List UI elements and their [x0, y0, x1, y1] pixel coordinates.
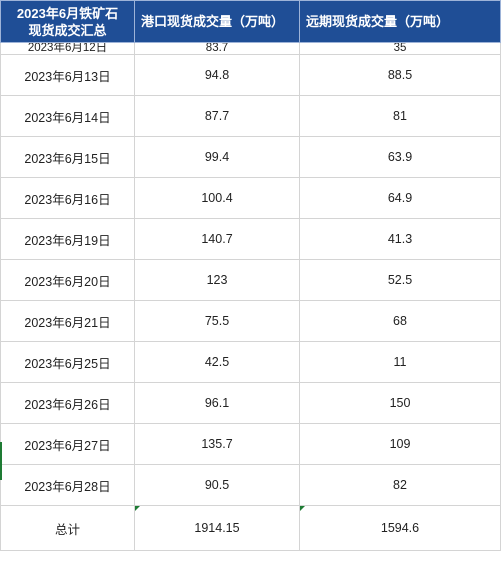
- date-cell[interactable]: 2023年6月19日: [0, 218, 135, 260]
- iron-ore-spot-summary-table: 2023年6月铁矿石 现货成交汇总 港口现货成交量（万吨） 远期现货成交量（万吨…: [0, 0, 501, 551]
- date-cell[interactable]: 2023年6月21日: [0, 300, 135, 342]
- date-cell[interactable]: 2023年6月13日: [0, 54, 135, 96]
- forward-volume-cell[interactable]: 11: [299, 341, 501, 383]
- port-volume-cell[interactable]: 83.7: [134, 42, 300, 55]
- table-row: 2023年6月14日 87.7 81: [0, 95, 501, 137]
- forward-volume-cell[interactable]: 150: [299, 382, 501, 424]
- date-cell[interactable]: 2023年6月15日: [0, 136, 135, 178]
- date-cell[interactable]: 2023年6月14日: [0, 95, 135, 137]
- formula-error-marker-icon: [135, 506, 140, 511]
- port-volume-cell[interactable]: 100.4: [134, 177, 300, 219]
- forward-volume-cell[interactable]: 68: [299, 300, 501, 342]
- date-cell[interactable]: 2023年6月26日: [0, 382, 135, 424]
- table-row: 2023年6月12日 83.7 35: [0, 42, 501, 55]
- forward-volume-cell[interactable]: 88.5: [299, 54, 501, 96]
- table-row: 2023年6月20日 123 52.5: [0, 259, 501, 301]
- forward-volume-cell[interactable]: 63.9: [299, 136, 501, 178]
- port-volume-cell[interactable]: 135.7: [134, 423, 300, 465]
- table-row: 2023年6月13日 94.8 88.5: [0, 54, 501, 96]
- port-volume-cell[interactable]: 94.8: [134, 54, 300, 96]
- total-forward-volume-value: 1594.6: [380, 521, 420, 535]
- port-volume-cell[interactable]: 123: [134, 259, 300, 301]
- port-volume-cell[interactable]: 140.7: [134, 218, 300, 260]
- date-cell[interactable]: 2023年6月25日: [0, 341, 135, 383]
- table-row: 2023年6月27日 135.7 109: [0, 423, 501, 465]
- port-volume-cell[interactable]: 75.5: [134, 300, 300, 342]
- table-row: 2023年6月26日 96.1 150: [0, 382, 501, 424]
- port-volume-cell[interactable]: 87.7: [134, 95, 300, 137]
- header-title-line2: 现货成交汇总: [28, 22, 107, 38]
- port-volume-cell[interactable]: 42.5: [134, 341, 300, 383]
- port-volume-cell[interactable]: 96.1: [134, 382, 300, 424]
- table-row: 2023年6月25日 42.5 11: [0, 341, 501, 383]
- table-row: 2023年6月21日 75.5 68: [0, 300, 501, 342]
- table-row: 2023年6月16日 100.4 64.9: [0, 177, 501, 219]
- forward-volume-cell[interactable]: 81: [299, 95, 501, 137]
- total-port-volume-value: 1914.15: [194, 521, 240, 535]
- forward-volume-cell[interactable]: 41.3: [299, 218, 501, 260]
- forward-volume-cell[interactable]: 82: [299, 464, 501, 506]
- table-row: 2023年6月28日 90.5 82: [0, 464, 501, 506]
- total-port-volume-cell[interactable]: 1914.15: [134, 505, 300, 551]
- formula-error-marker-icon: [300, 506, 305, 511]
- header-row: 2023年6月铁矿石 现货成交汇总 港口现货成交量（万吨） 远期现货成交量（万吨…: [0, 0, 501, 43]
- total-row: 总计 1914.15 1594.6: [0, 505, 501, 551]
- active-cell-indicator: [0, 442, 2, 480]
- header-title-line1: 2023年6月铁矿石: [16, 5, 119, 21]
- forward-volume-cell[interactable]: 64.9: [299, 177, 501, 219]
- total-forward-volume-cell[interactable]: 1594.6: [299, 505, 501, 551]
- table-row: 2023年6月19日 140.7 41.3: [0, 218, 501, 260]
- header-cell-forward-volume[interactable]: 远期现货成交量（万吨）: [299, 0, 501, 43]
- header-cell-port-volume[interactable]: 港口现货成交量（万吨）: [134, 0, 300, 43]
- table-row: 2023年6月15日 99.4 63.9: [0, 136, 501, 178]
- date-cell[interactable]: 2023年6月28日: [0, 464, 135, 506]
- forward-volume-cell[interactable]: 109: [299, 423, 501, 465]
- port-volume-cell[interactable]: 99.4: [134, 136, 300, 178]
- total-label-cell[interactable]: 总计: [0, 505, 135, 551]
- date-cell[interactable]: 2023年6月16日: [0, 177, 135, 219]
- forward-volume-cell[interactable]: 35: [299, 42, 501, 55]
- date-cell[interactable]: 2023年6月12日: [0, 42, 135, 55]
- date-cell[interactable]: 2023年6月20日: [0, 259, 135, 301]
- forward-volume-cell[interactable]: 52.5: [299, 259, 501, 301]
- date-cell[interactable]: 2023年6月27日: [0, 423, 135, 465]
- port-volume-cell[interactable]: 90.5: [134, 464, 300, 506]
- header-cell-title[interactable]: 2023年6月铁矿石 现货成交汇总: [0, 0, 135, 43]
